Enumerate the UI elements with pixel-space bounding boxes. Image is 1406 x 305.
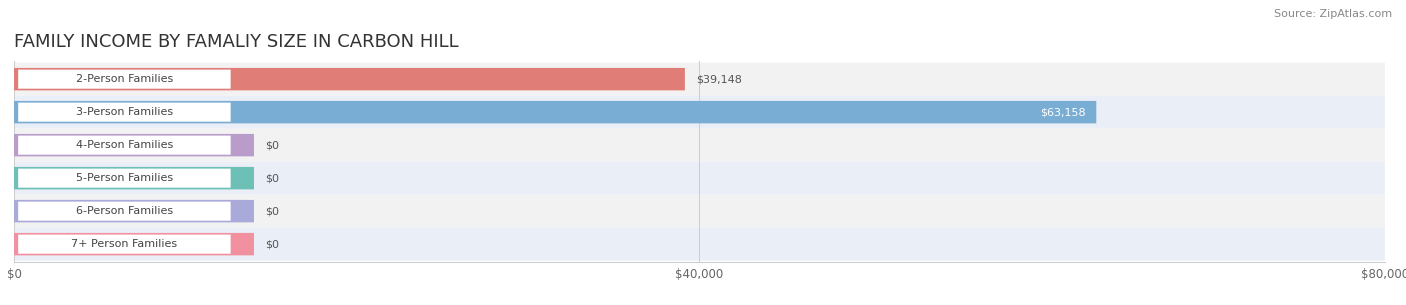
Text: 6-Person Families: 6-Person Families xyxy=(76,206,173,216)
FancyBboxPatch shape xyxy=(14,96,1385,129)
FancyBboxPatch shape xyxy=(14,129,1385,162)
FancyBboxPatch shape xyxy=(18,169,231,188)
Text: 2-Person Families: 2-Person Families xyxy=(76,74,173,84)
FancyBboxPatch shape xyxy=(14,134,254,156)
Text: $39,148: $39,148 xyxy=(696,74,742,84)
Text: $0: $0 xyxy=(264,140,278,150)
Text: 3-Person Families: 3-Person Families xyxy=(76,107,173,117)
FancyBboxPatch shape xyxy=(14,228,1385,261)
FancyBboxPatch shape xyxy=(14,233,254,255)
Text: FAMILY INCOME BY FAMALIY SIZE IN CARBON HILL: FAMILY INCOME BY FAMALIY SIZE IN CARBON … xyxy=(14,33,458,51)
Text: $0: $0 xyxy=(264,239,278,249)
FancyBboxPatch shape xyxy=(14,162,1385,195)
FancyBboxPatch shape xyxy=(14,195,1385,228)
Text: 4-Person Families: 4-Person Families xyxy=(76,140,173,150)
FancyBboxPatch shape xyxy=(18,102,231,122)
FancyBboxPatch shape xyxy=(18,70,231,89)
Text: Source: ZipAtlas.com: Source: ZipAtlas.com xyxy=(1274,9,1392,19)
Text: 5-Person Families: 5-Person Families xyxy=(76,173,173,183)
Text: $63,158: $63,158 xyxy=(1039,107,1085,117)
Text: 7+ Person Families: 7+ Person Families xyxy=(72,239,177,249)
FancyBboxPatch shape xyxy=(14,167,254,189)
FancyBboxPatch shape xyxy=(14,63,1385,96)
FancyBboxPatch shape xyxy=(18,235,231,254)
FancyBboxPatch shape xyxy=(18,202,231,221)
Text: $0: $0 xyxy=(264,206,278,216)
FancyBboxPatch shape xyxy=(14,200,254,222)
FancyBboxPatch shape xyxy=(14,68,685,90)
FancyBboxPatch shape xyxy=(18,136,231,155)
Text: $0: $0 xyxy=(264,173,278,183)
FancyBboxPatch shape xyxy=(14,101,1097,123)
